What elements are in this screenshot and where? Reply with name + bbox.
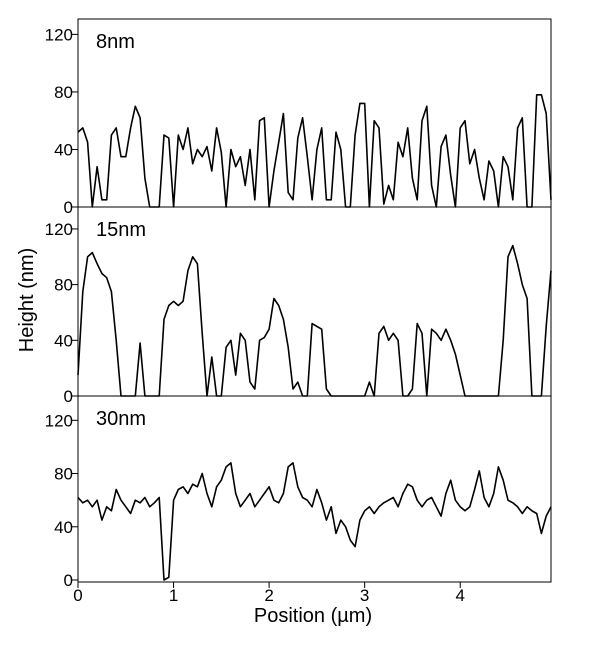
y-tick-label: 80 [54,276,73,295]
height-profile-line-1 [77,94,552,208]
y-tick-label: 0 [64,198,73,217]
x-tick-label: 0 [73,586,82,605]
y-tick-label: 40 [54,140,73,159]
panel-frame-2 [77,206,552,397]
panels-group: 0 40 80 120 8nm 0 40 80 120 15nm 0 40 80 120 30nm 0 1 2 3 4 [45,18,552,605]
y-tick-label: 120 [45,25,73,44]
x-tick-label: 2 [264,586,273,605]
x-axis-label: Position (µm) [254,605,372,627]
y-tick-label: 80 [54,83,73,102]
x-tick-label: 1 [169,586,178,605]
y-tick-label: 120 [45,220,73,239]
panel-frame-3 [77,395,552,583]
y-tick-label: 80 [54,465,73,484]
y-axis-label: Height (nm) [16,248,38,352]
y-tick-label: 120 [45,411,73,430]
panel-label-3: 30nm [96,408,146,430]
y-tick-label: 0 [64,571,73,590]
y-tick-label: 40 [54,331,73,350]
panel-label-2: 15nm [96,219,146,241]
x-tick-label: 3 [360,586,369,605]
height-profile-line-2 [77,244,552,397]
panel-label-1: 8nm [96,31,135,53]
y-tick-label: 40 [54,518,73,537]
y-tick-label: 0 [64,387,73,406]
x-tick-label: 4 [455,586,464,605]
height-profile-line-3 [77,462,552,581]
